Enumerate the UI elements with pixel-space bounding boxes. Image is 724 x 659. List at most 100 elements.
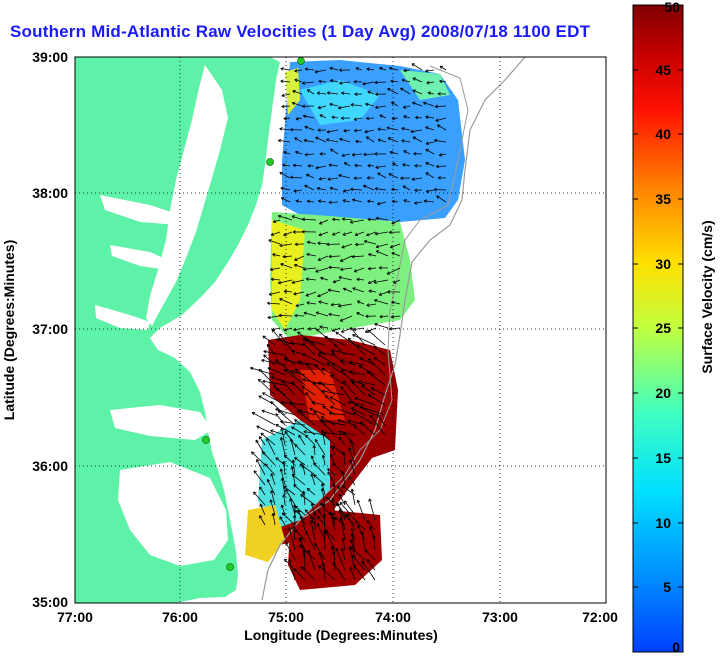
velocity-arrow [283,231,293,236]
velocity-arrow [320,419,336,436]
velocity-arrow-head [436,164,440,167]
velocity-arrow-head [340,359,344,363]
velocity-arrow-head [415,117,419,120]
velocity-arrow-head [328,266,332,270]
velocity-arrow [331,350,356,356]
velocity-arrow-head [301,338,305,342]
velocity-arrow-head [317,257,321,261]
velocity-arrow [282,512,296,526]
velocity-arrow [314,543,326,561]
velocity-arrow [357,300,365,305]
velocity-arrow-head [389,151,393,155]
velocity-arrow-head [390,79,394,82]
velocity-arrow-head [354,234,358,237]
velocity-arrow-head [318,301,322,304]
velocity-arrow-head [304,154,308,157]
velocity-arrow-head [318,232,322,236]
velocity-arrow-head [391,101,394,106]
velocity-arrow [365,327,377,333]
plot-frame [74,56,607,604]
velocity-arrow-head [297,509,301,513]
velocity-arrow-head [349,371,353,374]
velocity-arrow-head [350,566,353,570]
velocity-arrow-head [341,369,345,371]
velocity-arrow-head [302,343,305,347]
velocity-arrow [297,410,316,426]
velocity-arrow-head [340,269,344,272]
velocity-arrow [319,219,329,225]
velocity-arrow-head [425,189,429,193]
velocity-arrow-head [271,473,274,476]
velocity-arrow-head [356,345,360,349]
velocity-arrow-head [391,300,395,303]
velocity-arrow [373,279,389,283]
velocity-arrow-head [439,79,443,82]
velocity-arrow-head [425,115,429,118]
velocity-arrow-head [367,200,371,204]
velocity-arrow-head [366,371,369,375]
velocity-arrow-head [355,520,357,524]
velocity-arrow [294,457,306,466]
velocity-arrow-head [377,138,382,140]
velocity-arrow-head [367,163,371,166]
velocity-arrow-head [282,256,286,259]
velocity-arrow-head [275,359,278,363]
velocity-arrow [425,69,435,72]
velocity-arrow-head [367,266,371,270]
velocity-arrow-head [338,430,342,432]
velocity-arrow-head [283,116,287,120]
velocity-arrow-head [294,529,297,533]
velocity-arrow [262,380,286,386]
velocity-arrow-head [329,396,332,400]
velocity-arrow-head [281,106,285,109]
velocity-arrow-head [368,358,370,362]
velocity-arrow-head [375,93,379,96]
velocity-arrow-head [350,407,354,411]
velocity-arrow-head [289,498,293,501]
velocity-arrow-head [364,131,368,134]
velocity-arrow-head [412,102,415,105]
velocity-arrow-head [270,375,274,378]
velocity-arrow-head [389,67,392,71]
velocity-arrow-head [292,101,296,103]
velocity-arrow-head [283,150,287,153]
velocity-arrow-head [307,549,311,553]
velocity-arrow-head [315,167,319,170]
velocity-arrow-head [288,558,290,562]
velocity-arrow [367,329,386,346]
velocity-arrow-head [309,520,312,524]
velocity-arrow [279,243,293,246]
velocity-arrow-head [306,199,311,202]
velocity-arrow [290,370,306,376]
velocity-arrow-head [316,187,320,191]
velocity-arrow [423,200,435,203]
velocity-arrow-head [289,438,292,442]
velocity-arrow [391,188,399,191]
velocity-arrow-head [353,425,357,427]
velocity-arrow [329,67,339,71]
velocity-arrow [298,434,306,446]
velocity-arrow-head [275,457,278,461]
velocity-arrow-head [307,165,311,168]
velocity-arrow [292,459,296,476]
velocity-arrow [294,79,303,83]
velocity-arrow-head [348,447,352,450]
velocity-arrow [272,219,281,223]
velocity-arrow [350,379,366,386]
velocity-arrow-head [328,256,332,259]
velocity-arrow-head [375,246,379,249]
velocity-arrow [280,80,291,83]
velocity-arrow [353,564,366,581]
velocity-arrow [317,105,327,109]
velocity-arrow [270,473,276,486]
velocity-arrow-head [368,253,372,255]
velocity-arrow-head [350,546,354,548]
velocity-arrow-head [313,445,317,449]
velocity-arrow-head [310,473,312,477]
velocity-arrow [322,433,336,446]
velocity-arrow-head [267,315,271,319]
velocity-arrow-head [376,414,378,418]
velocity-arrow-head [307,164,311,167]
velocity-arrow-head [377,203,381,206]
velocity-arrow-head [412,77,416,81]
